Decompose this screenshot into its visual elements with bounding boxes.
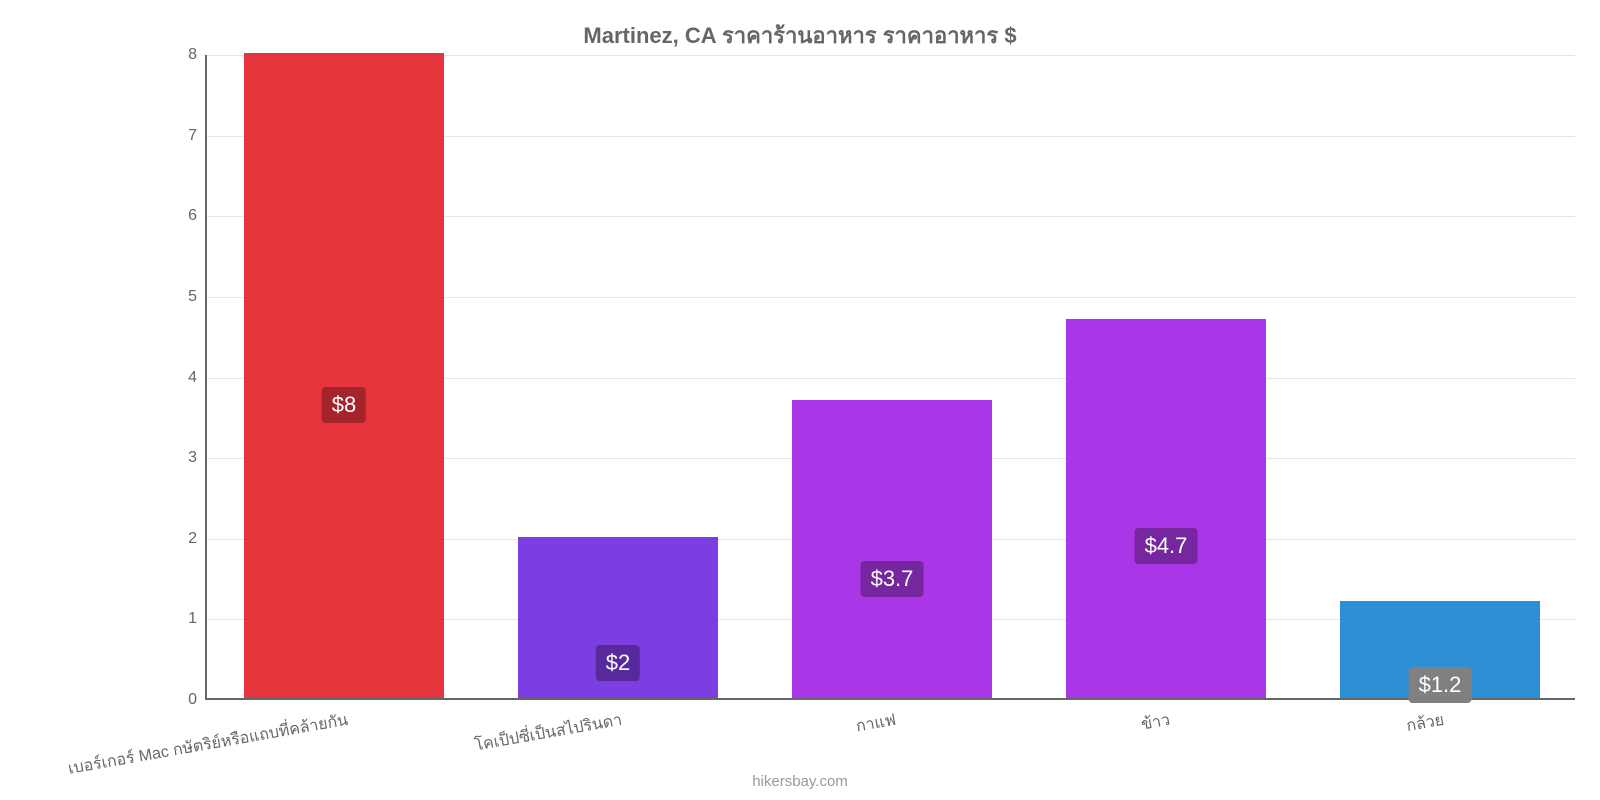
bar-value-label: $2 [596, 645, 640, 681]
y-tick-label: 4 [188, 369, 207, 387]
bar-value-label: $4.7 [1135, 528, 1198, 564]
y-tick-label: 5 [188, 288, 207, 306]
plot-area: 012345678$8เบอร์เกอร์ Mac กษัตริย์หรือแถ… [205, 55, 1575, 700]
bar [792, 400, 992, 698]
bar-value-label: $8 [322, 387, 366, 423]
chart-container: Martinez, CA ราคาร้านอาหาร ราคาอาหาร $ 0… [0, 0, 1600, 800]
bar-value-label: $3.7 [861, 561, 924, 597]
x-category-label: กาแฟ [852, 698, 898, 739]
bar [1066, 319, 1266, 698]
y-tick-label: 3 [188, 449, 207, 467]
bar [244, 53, 444, 698]
x-category-label: ข้าว [1138, 698, 1173, 737]
y-tick-label: 6 [188, 207, 207, 225]
y-tick-label: 1 [188, 610, 207, 628]
credit-text: hikersbay.com [752, 773, 848, 790]
x-category-label: เบอร์เกอร์ Mac กษัตริย์หรือแถบที่คล้ายกั… [64, 698, 350, 782]
y-tick-label: 2 [188, 530, 207, 548]
x-category-label: กล้วย [1403, 698, 1446, 739]
y-tick-label: 8 [188, 46, 207, 64]
x-category-label: โคเป็ปซี่เป็นสไปรินดา [471, 698, 624, 758]
y-tick-label: 7 [188, 127, 207, 145]
chart-title: Martinez, CA ราคาร้านอาหาร ราคาอาหาร $ [0, 0, 1600, 53]
y-tick-label: 0 [188, 691, 207, 709]
